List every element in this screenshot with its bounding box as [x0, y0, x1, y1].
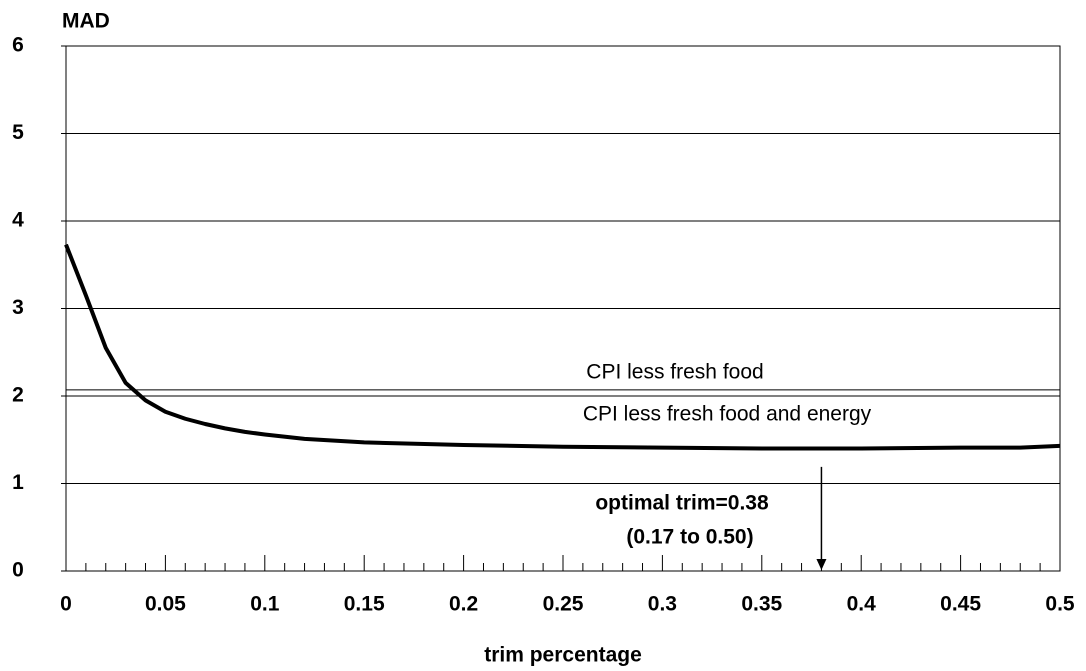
- data-line: [64, 243, 1061, 451]
- x-tick-label: 0: [60, 593, 72, 616]
- annotation: optimal trim=0.38: [595, 492, 769, 515]
- x-tick-label: 0.1: [250, 593, 280, 616]
- arrow-head: [816, 559, 827, 570]
- y-tick-label: 2: [12, 384, 24, 407]
- y-tick-label: 0: [12, 559, 24, 582]
- y-tick-label: 1: [12, 471, 24, 494]
- x-tick-label: 0.3: [648, 593, 677, 616]
- y-tick-label: 4: [12, 209, 24, 232]
- reference-label: CPI less fresh food: [586, 360, 763, 383]
- x-tick-label: 0.5: [1045, 593, 1075, 616]
- annotation: (0.17 to 0.50): [626, 526, 753, 549]
- y-tick-label: 6: [12, 34, 24, 57]
- x-axis-label: trim percentage: [484, 644, 642, 667]
- y-tick-label: 5: [12, 121, 24, 144]
- x-tick-label: 0.25: [543, 593, 584, 616]
- y-tick-label: 3: [12, 296, 24, 319]
- reference-label: CPI less fresh food and energy: [583, 403, 872, 426]
- x-tick-label: 0.45: [940, 593, 981, 616]
- x-tick-label: 0.15: [344, 593, 385, 616]
- x-tick-label: 0.05: [145, 593, 186, 616]
- x-tick-label: 0.4: [847, 593, 877, 616]
- x-tick-label: 0.2: [449, 593, 478, 616]
- y-axis-label: MAD: [62, 10, 110, 33]
- x-tick-label: 0.35: [741, 593, 782, 616]
